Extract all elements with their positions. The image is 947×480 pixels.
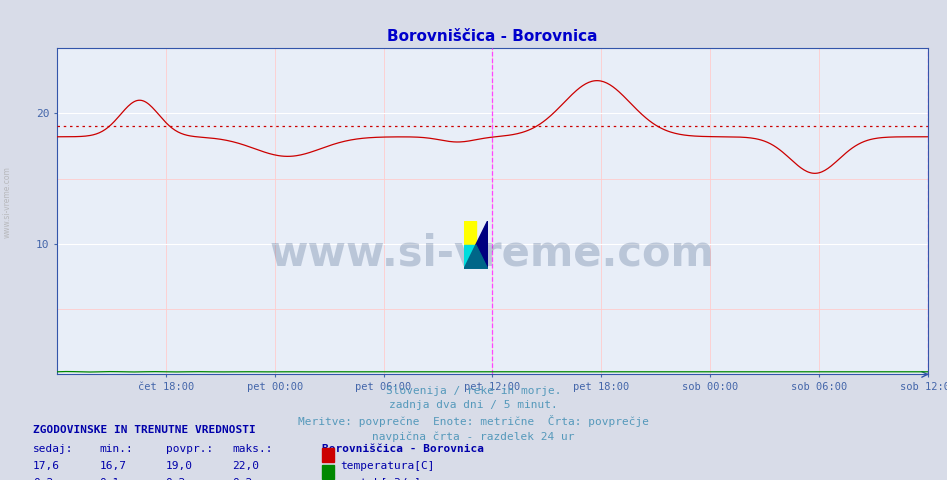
Text: 19,0: 19,0 bbox=[166, 461, 193, 471]
Text: 0,2: 0,2 bbox=[166, 478, 186, 480]
Text: 0,2: 0,2 bbox=[33, 478, 53, 480]
Text: temperatura[C]: temperatura[C] bbox=[340, 461, 435, 471]
Text: 0,2: 0,2 bbox=[232, 478, 252, 480]
Text: 16,7: 16,7 bbox=[99, 461, 127, 471]
Polygon shape bbox=[464, 245, 488, 269]
Bar bbox=[464, 221, 476, 245]
Text: maks.:: maks.: bbox=[232, 444, 273, 454]
Polygon shape bbox=[476, 221, 488, 269]
Text: pretok[m3/s]: pretok[m3/s] bbox=[340, 478, 421, 480]
Text: www.si-vreme.com: www.si-vreme.com bbox=[270, 233, 715, 275]
Text: www.si-vreme.com: www.si-vreme.com bbox=[3, 166, 12, 238]
Text: 0,1: 0,1 bbox=[99, 478, 119, 480]
Text: 22,0: 22,0 bbox=[232, 461, 259, 471]
Text: ZGODOVINSKE IN TRENUTNE VREDNOSTI: ZGODOVINSKE IN TRENUTNE VREDNOSTI bbox=[33, 425, 256, 435]
Polygon shape bbox=[464, 245, 476, 269]
Text: povpr.:: povpr.: bbox=[166, 444, 213, 454]
Text: min.:: min.: bbox=[99, 444, 134, 454]
Text: Borovniščica - Borovnica: Borovniščica - Borovnica bbox=[322, 444, 484, 454]
Title: Borovniščica - Borovnica: Borovniščica - Borovnica bbox=[387, 29, 598, 44]
Text: 17,6: 17,6 bbox=[33, 461, 61, 471]
Text: sedaj:: sedaj: bbox=[33, 444, 74, 454]
Text: Slovenija / reke in morje.
zadnja dva dni / 5 minut.
Meritve: povprečne  Enote: : Slovenija / reke in morje. zadnja dva dn… bbox=[298, 386, 649, 442]
